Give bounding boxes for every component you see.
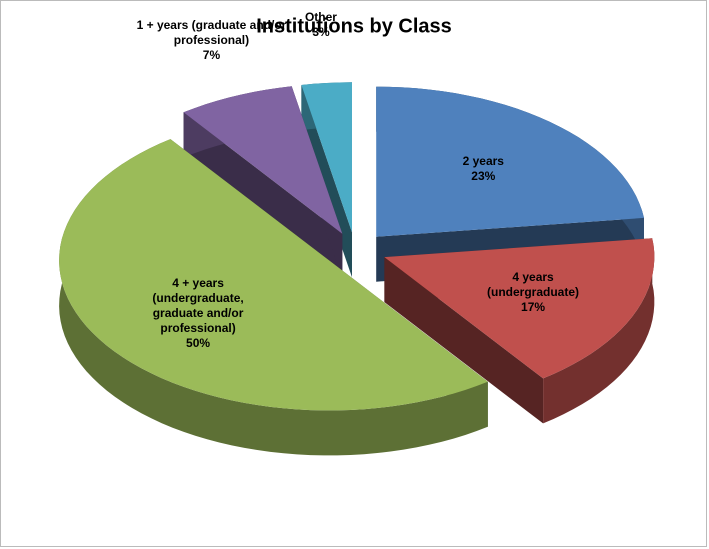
data-label: 4 years (undergraduate)17% <box>468 253 598 333</box>
slice-wall <box>59 139 488 456</box>
chart-title: Institutions by Class <box>256 15 452 37</box>
label-value: 50% <box>186 335 211 350</box>
label-name: 1 + years (graduate and/or professional) <box>136 18 287 48</box>
data-label: 4 + years (undergraduate, graduate and/o… <box>133 273 263 353</box>
label-name: 4 years (undergraduate) <box>487 270 580 300</box>
data-label: 1 + years (graduate and/or professional)… <box>136 1 287 81</box>
label-name: 2 years <box>462 154 504 169</box>
label-box: 4 + years (undergraduate, graduate and/o… <box>133 273 263 353</box>
label-value: 3% <box>312 25 330 40</box>
label-name: 4 + years (undergraduate, graduate and/o… <box>152 275 244 335</box>
slice-top <box>183 86 343 234</box>
slice <box>183 86 343 279</box>
slice-wall <box>543 238 655 424</box>
slice-top <box>59 139 488 411</box>
label-value: 17% <box>521 300 546 315</box>
label-value: 23% <box>471 169 496 184</box>
label-name: Other <box>304 10 337 25</box>
slice-top <box>376 86 644 237</box>
label-box: 2 years 23% <box>418 129 548 209</box>
slice <box>384 238 655 424</box>
slice-face <box>384 257 544 424</box>
slice-top <box>384 238 655 379</box>
label-box: 4 years (undergraduate) 17% <box>468 253 598 333</box>
slice-top <box>301 82 352 233</box>
label-value: 7% <box>202 48 221 63</box>
label-box: Other 3% <box>246 0 396 65</box>
slice-face <box>183 112 343 279</box>
label-box: 1 + years (graduate and/or professional)… <box>136 1 287 81</box>
slice <box>59 139 488 456</box>
